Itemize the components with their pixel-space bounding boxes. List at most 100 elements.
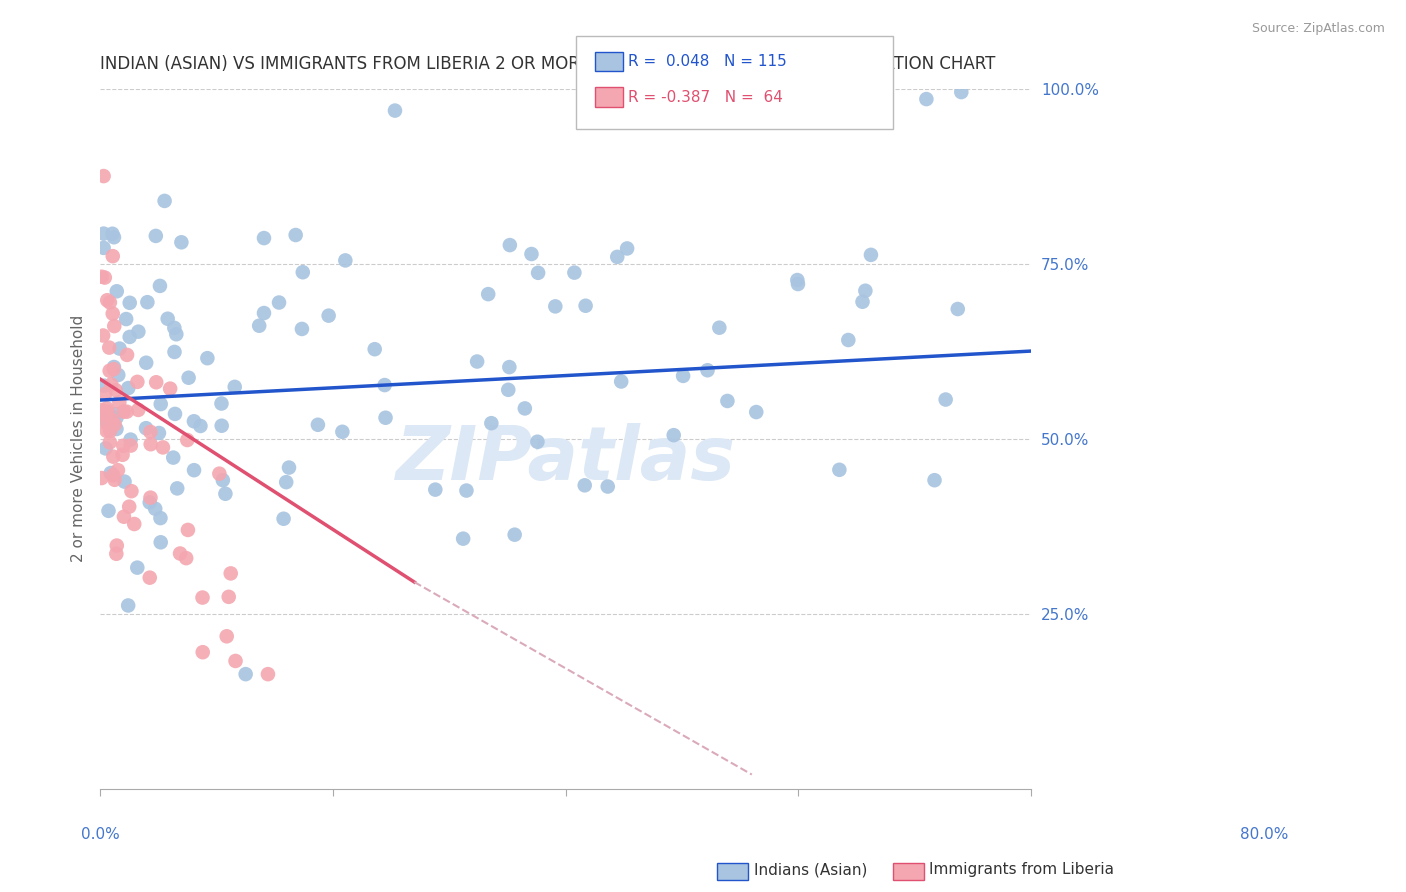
Point — [115, 312, 138, 326]
Point — [527, 266, 550, 280]
Point — [101, 413, 124, 427]
Point — [374, 378, 396, 392]
Point — [574, 478, 596, 492]
Point — [915, 92, 938, 106]
Point — [709, 320, 731, 334]
Point — [115, 405, 138, 419]
Point — [100, 377, 122, 392]
Point — [93, 169, 115, 183]
Point — [118, 295, 141, 310]
Point — [105, 285, 128, 299]
Point — [108, 342, 131, 356]
Point — [156, 311, 179, 326]
Point — [112, 404, 135, 418]
Point — [253, 231, 276, 245]
Point — [745, 405, 768, 419]
Point — [127, 375, 149, 389]
Point — [105, 539, 128, 553]
Point — [176, 433, 198, 447]
Point — [148, 425, 170, 440]
Point — [935, 392, 957, 407]
Point — [596, 479, 619, 493]
Point — [724, 103, 747, 117]
Point — [456, 483, 478, 498]
Point — [208, 467, 231, 481]
Point — [575, 299, 598, 313]
Point — [101, 468, 124, 483]
Point — [498, 360, 520, 375]
Text: INDIAN (ASIAN) VS IMMIGRANTS FROM LIBERIA 2 OR MORE VEHICLES IN HOUSEHOLD CORREL: INDIAN (ASIAN) VS IMMIGRANTS FROM LIBERI… — [100, 55, 995, 73]
Point — [115, 348, 138, 362]
Point — [191, 645, 214, 659]
Point — [104, 407, 127, 421]
Point — [90, 403, 112, 417]
Point — [112, 509, 135, 524]
Point — [93, 227, 115, 241]
Point — [104, 473, 127, 487]
Point — [183, 414, 205, 428]
Point — [211, 473, 233, 487]
Point — [117, 599, 139, 613]
Point — [425, 483, 447, 497]
Point — [273, 512, 295, 526]
Point — [163, 345, 186, 359]
Point — [946, 301, 969, 316]
Point — [169, 547, 191, 561]
Point — [90, 471, 112, 485]
Point — [276, 475, 298, 490]
Point — [107, 463, 129, 477]
Point — [183, 463, 205, 477]
Point — [94, 412, 117, 426]
Point — [152, 441, 174, 455]
Point — [211, 418, 233, 433]
Point — [716, 394, 738, 409]
Point — [127, 560, 149, 574]
Point — [139, 437, 162, 451]
Text: Source: ZipAtlas.com: Source: ZipAtlas.com — [1251, 22, 1385, 36]
Point — [190, 419, 212, 434]
Point — [105, 410, 128, 425]
Text: R =  0.048   N = 115: R = 0.048 N = 115 — [628, 54, 787, 69]
Point — [117, 381, 139, 395]
Point — [837, 333, 859, 347]
Point — [924, 473, 946, 487]
Point — [177, 523, 200, 537]
Point — [177, 370, 200, 384]
Point — [118, 500, 141, 514]
Point — [257, 667, 280, 681]
Text: 0.0%: 0.0% — [80, 827, 120, 842]
Point — [163, 407, 186, 421]
Point — [544, 299, 567, 313]
Point — [787, 277, 810, 291]
Point — [98, 341, 121, 355]
Point — [135, 421, 157, 435]
Point — [214, 487, 236, 501]
Point — [112, 439, 135, 453]
Point — [103, 359, 125, 374]
Y-axis label: 2 or more Vehicles in Household: 2 or more Vehicles in Household — [72, 315, 86, 562]
Point — [120, 484, 142, 499]
Point — [215, 629, 238, 643]
Point — [170, 235, 193, 250]
Text: 80.0%: 80.0% — [1240, 827, 1288, 842]
Point — [364, 342, 387, 356]
Point — [136, 295, 159, 310]
Point — [211, 396, 233, 410]
Point — [696, 363, 718, 377]
Point — [96, 293, 118, 308]
Point — [145, 228, 167, 243]
Point — [253, 306, 276, 320]
Point — [224, 380, 246, 394]
Point — [672, 368, 695, 383]
Point — [93, 241, 115, 255]
Point — [278, 460, 301, 475]
Point — [97, 504, 120, 518]
Point — [149, 279, 172, 293]
Point — [465, 354, 488, 368]
Point — [103, 230, 125, 244]
Point — [291, 322, 314, 336]
Point — [94, 387, 117, 401]
Point — [120, 433, 142, 447]
Point — [149, 535, 172, 549]
Point — [114, 475, 136, 489]
